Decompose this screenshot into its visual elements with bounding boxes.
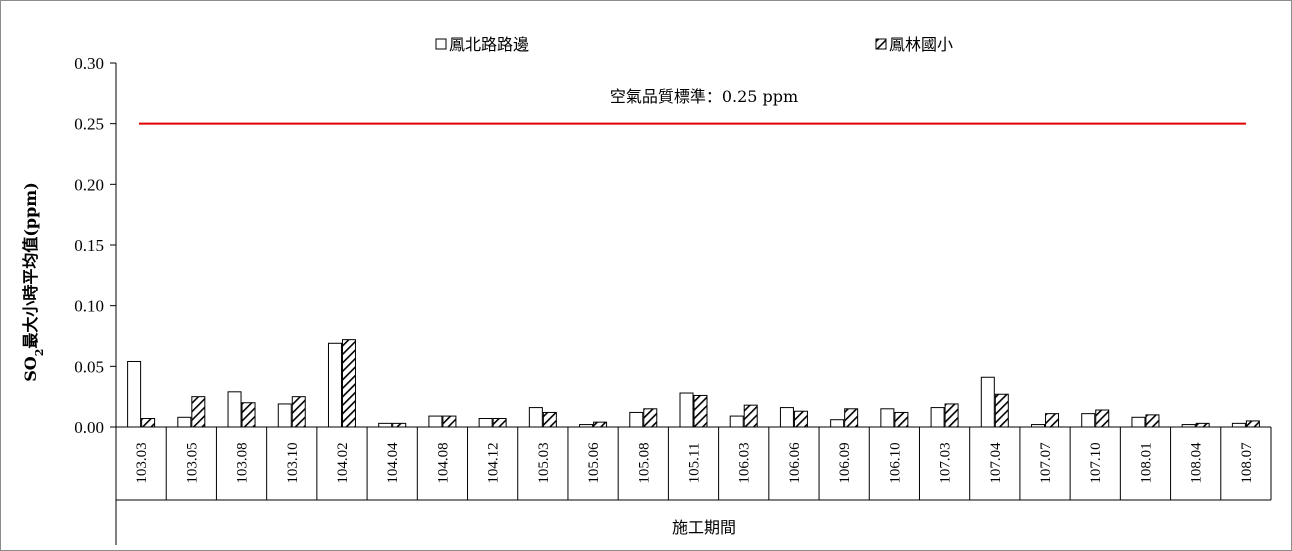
x-tick-label: 104.12 bbox=[486, 442, 502, 483]
x-tick-label: 104.08 bbox=[435, 442, 451, 483]
x-tick-label: 108.04 bbox=[1189, 442, 1205, 484]
plot-area: 0.00 0.05 0.10 0.15 0.20 0.25 0.30 103.03 103.05… bbox=[74, 54, 1272, 545]
bar-series-1 bbox=[779, 407, 794, 428]
x-tick-label: 106.03 bbox=[737, 442, 753, 483]
x-tick-label: 106.10 bbox=[887, 442, 903, 483]
bar-series-1 bbox=[428, 415, 443, 428]
x-tick-label: 105.06 bbox=[586, 442, 602, 484]
bar-series-2 bbox=[944, 403, 959, 428]
bar-series-1 bbox=[579, 424, 594, 428]
bar-series-2 bbox=[341, 339, 356, 428]
bar-series-1 bbox=[327, 342, 342, 428]
bar-series-1 bbox=[679, 392, 694, 428]
x-tick-label: 103.05 bbox=[184, 442, 200, 483]
bar-series-1 bbox=[1131, 416, 1146, 428]
bar-series-2 bbox=[191, 396, 206, 428]
bar-series-1 bbox=[378, 422, 393, 428]
x-tick-label: 103.10 bbox=[285, 442, 301, 483]
bar-series-2 bbox=[793, 410, 808, 428]
y-tick-label: 0.05 bbox=[74, 357, 104, 376]
bar-series-2 bbox=[1045, 413, 1060, 428]
bar-series-2 bbox=[994, 393, 1009, 428]
x-tick-label: 106.06 bbox=[787, 442, 803, 484]
x-tick-label: 106.09 bbox=[837, 442, 853, 483]
bar-series-2 bbox=[241, 402, 256, 428]
bar-series-1 bbox=[1031, 424, 1046, 428]
bar-series-2 bbox=[693, 394, 708, 428]
bar-series-1 bbox=[830, 419, 845, 428]
bar-series-2 bbox=[542, 411, 557, 428]
y-axis-title: SO2最大小時平均值(ppm) bbox=[21, 182, 46, 382]
y-tick-label: 0.15 bbox=[74, 236, 104, 255]
bar-series-1 bbox=[478, 418, 493, 428]
bar-series-1 bbox=[127, 360, 142, 428]
bar-series-2 bbox=[392, 422, 407, 428]
bar-series-2 bbox=[442, 415, 457, 428]
bar-series-2 bbox=[492, 418, 507, 428]
bar-series-2 bbox=[141, 418, 156, 428]
x-tick-label: 104.02 bbox=[335, 442, 351, 483]
bar-series-2 bbox=[1245, 420, 1260, 428]
x-tick-label: 107.10 bbox=[1088, 442, 1104, 483]
bar-series-1 bbox=[227, 391, 242, 428]
y-tick-label: 0.25 bbox=[74, 115, 104, 134]
bar-series-2 bbox=[291, 396, 306, 428]
x-tick-label: 103.03 bbox=[134, 442, 150, 483]
bar-series-1 bbox=[177, 416, 192, 428]
bar-series-1 bbox=[930, 407, 945, 428]
x-tick-label: 107.03 bbox=[938, 442, 954, 483]
legend-swatch-hollow bbox=[435, 38, 447, 50]
bar-series-2 bbox=[1195, 422, 1210, 428]
x-tick-label: 107.07 bbox=[1038, 442, 1054, 484]
bar-series-1 bbox=[1181, 424, 1196, 428]
bar-series-2 bbox=[643, 408, 658, 428]
legend-label-series-2: 鳳林國小 bbox=[889, 35, 953, 54]
legend-swatch-hatched bbox=[875, 38, 887, 50]
bar-series-1 bbox=[980, 376, 995, 428]
y-tick-label: 0.10 bbox=[74, 297, 104, 316]
x-tick-label: 108.01 bbox=[1138, 442, 1154, 483]
y-tick-label: 0.20 bbox=[74, 175, 104, 194]
x-tick-label: 104.04 bbox=[385, 442, 401, 484]
bar-series-1 bbox=[629, 411, 644, 428]
bar-series-2 bbox=[844, 408, 859, 428]
x-tick-label: 105.11 bbox=[687, 443, 703, 484]
x-tick-label: 108.07 bbox=[1239, 442, 1255, 484]
bar-series-2 bbox=[894, 411, 909, 428]
y-tick-label: 0.30 bbox=[74, 54, 104, 73]
legend-label-series-1: 鳳北路路邊 bbox=[449, 35, 529, 54]
x-tick-label: 107.04 bbox=[988, 442, 1004, 484]
x-tick-label: 103.08 bbox=[235, 442, 251, 483]
legend: 鳳北路路邊 鳳林國小 bbox=[435, 35, 953, 54]
reference-line-label: 空氣品質標準：0.25 ppm bbox=[610, 87, 798, 106]
bar-series-1 bbox=[729, 415, 744, 428]
bar-series-1 bbox=[880, 408, 895, 428]
bar-series-1 bbox=[1231, 422, 1246, 428]
bar-series-1 bbox=[528, 407, 543, 428]
x-axis-title: 施工期間 bbox=[672, 518, 736, 537]
y-tick-label: 0.00 bbox=[74, 418, 104, 437]
bar-series-1 bbox=[1081, 413, 1096, 428]
bar-series-2 bbox=[1095, 409, 1110, 428]
x-tick-label: 105.08 bbox=[636, 442, 652, 483]
bar-series-2 bbox=[743, 404, 758, 428]
x-tick-label: 105.03 bbox=[536, 442, 552, 483]
bar-series-1 bbox=[277, 403, 292, 428]
bar-series-2 bbox=[593, 421, 608, 428]
bar-series-2 bbox=[1145, 414, 1160, 428]
